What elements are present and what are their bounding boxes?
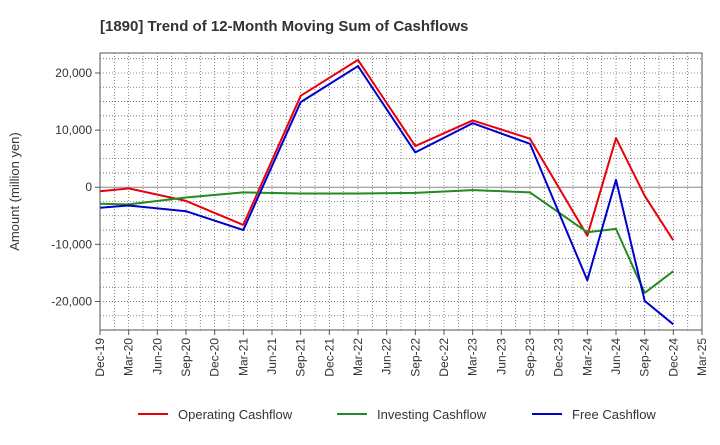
x-tick-label: Dec-20 <box>208 338 222 377</box>
legend: Operating Cashflow Investing Cashflow Free… <box>138 407 656 422</box>
x-tick-label: Mar-22 <box>351 338 365 376</box>
series-line-operating-cashflow <box>99 58 675 241</box>
x-tick-label: Jun-20 <box>150 338 164 375</box>
x-axis-ticks: Dec-19 Mar-20 Jun-20 Sep-20 Dec-20 Mar-21 Jun-… <box>93 330 709 377</box>
x-tick-label: Jun-23 <box>494 338 508 375</box>
series-line-investing-cashflow <box>99 189 674 294</box>
legend-label-free-cashflow: Free Cashflow <box>572 407 656 422</box>
y-tick-label: 10,000 <box>55 123 92 137</box>
y-axis-ticks: 20,000 10,000 0 -10,000 -20,000 <box>51 66 100 308</box>
legend-label-investing-cashflow: Investing Cashflow <box>377 407 487 422</box>
x-tick-label: Dec-21 <box>322 338 336 377</box>
x-tick-label: Sep-23 <box>523 338 537 377</box>
x-tick-label: Dec-24 <box>666 338 680 377</box>
x-tick-label: Mar-20 <box>122 338 136 376</box>
x-tick-label: Jun-24 <box>609 338 623 375</box>
chart-title: [1890] Trend of 12-Month Moving Sum of C… <box>100 18 468 35</box>
y-tick-label: -20,000 <box>51 294 92 308</box>
x-tick-label: Mar-21 <box>236 338 250 376</box>
y-tick-label: 0 <box>85 180 92 194</box>
x-tick-label: Mar-25 <box>695 338 709 376</box>
x-tick-label: Jun-21 <box>265 338 279 375</box>
plot-frame <box>99 52 703 331</box>
x-tick-label: Sep-20 <box>179 338 193 377</box>
x-tick-label: Dec-22 <box>437 338 451 377</box>
x-tick-label: Jun-22 <box>380 338 394 375</box>
legend-label-operating-cashflow: Operating Cashflow <box>178 407 293 422</box>
x-tick-label: Dec-19 <box>93 338 107 377</box>
grid <box>99 53 703 331</box>
x-tick-label: Sep-21 <box>294 338 308 377</box>
series-line-free-cashflow <box>99 65 674 326</box>
x-tick-label: Mar-24 <box>580 338 594 376</box>
y-tick-label: -10,000 <box>51 237 92 251</box>
y-axis-label: Amount (million yen) <box>7 132 22 251</box>
series-lines <box>99 58 675 326</box>
x-tick-label: Mar-23 <box>466 338 480 376</box>
x-tick-label: Dec-23 <box>552 338 566 377</box>
x-tick-label: Sep-22 <box>408 338 422 377</box>
y-tick-label: 20,000 <box>55 66 92 80</box>
x-tick-label: Sep-24 <box>638 338 652 377</box>
